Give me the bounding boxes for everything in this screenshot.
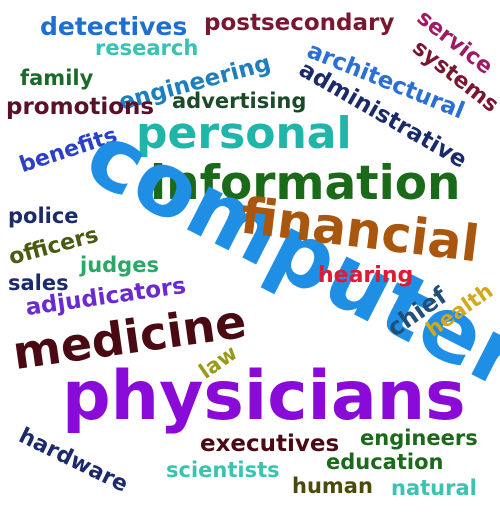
word-research: research bbox=[95, 36, 199, 60]
word-postsecondary: postsecondary bbox=[204, 10, 395, 36]
word-education: education bbox=[326, 450, 444, 474]
word-natural: natural bbox=[391, 476, 477, 500]
word-engineers: engineers bbox=[360, 426, 478, 450]
word-sales: sales bbox=[8, 271, 69, 295]
word-human: human bbox=[292, 474, 373, 498]
word-personal: personal bbox=[136, 108, 352, 159]
word-family: family bbox=[20, 66, 94, 90]
word-hearing: hearing bbox=[318, 263, 414, 288]
word-advertising: advertising bbox=[172, 89, 307, 113]
word-promotions: promotions bbox=[6, 94, 155, 120]
word-judges: judges bbox=[80, 253, 159, 277]
word-physicians: physicians bbox=[62, 357, 466, 436]
word-information: information bbox=[150, 156, 461, 211]
word-executives: executives bbox=[200, 431, 340, 457]
word-detectives: detectives bbox=[40, 12, 188, 41]
word-police: police bbox=[8, 204, 79, 228]
word-scientists: scientists bbox=[166, 458, 280, 482]
